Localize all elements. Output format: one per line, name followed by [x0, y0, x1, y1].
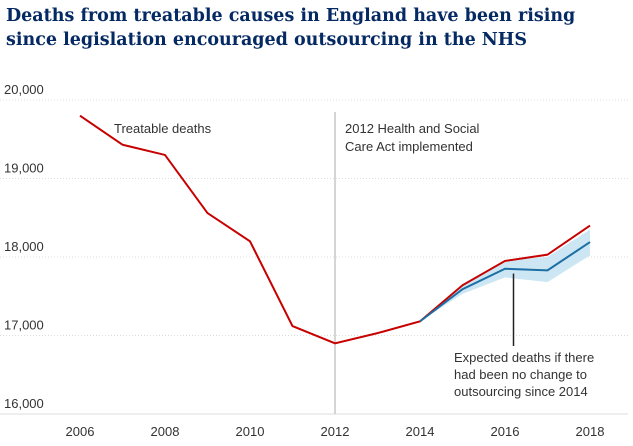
x-tick-label: 2018 [576, 424, 605, 439]
x-tick-label: 2012 [321, 424, 350, 439]
expected-label: outsourcing since 2014 [454, 384, 588, 399]
x-tick-label: 2008 [151, 424, 180, 439]
confidence-band-layer [420, 229, 590, 322]
act-label: Care Act implemented [345, 139, 473, 154]
x-tick-label: 2010 [236, 424, 265, 439]
y-axis-labels: 20,000 19,000 18,000 17,000 16,000 [4, 82, 44, 411]
y-tick-label: 16,000 [4, 396, 44, 411]
annotations: Treatable deaths 2012 Health and Social Ca… [114, 121, 594, 399]
treatable-label: Treatable deaths [114, 121, 212, 136]
expected-line [419, 241, 591, 323]
y-tick-label: 19,000 [4, 161, 44, 176]
treatable-line [79, 114, 591, 345]
y-tick-label: 20,000 [4, 82, 44, 97]
y-tick-label: 17,000 [4, 318, 44, 333]
expected-band [420, 229, 590, 322]
chart-title: Deaths from treatable causes in England … [6, 6, 576, 50]
gridlines [0, 99, 628, 415]
expected-label: Expected deaths if there [454, 350, 594, 365]
x-tick-label: 2006 [66, 424, 95, 439]
act-label: 2012 Health and Social [345, 121, 480, 136]
series-layer [79, 114, 591, 345]
x-tick-label: 2016 [491, 424, 520, 439]
expected-label: had been no change to [454, 367, 587, 382]
x-axis-labels: 2006 2008 2010 2012 2014 2016 2018 [66, 424, 605, 439]
y-tick-label: 18,000 [4, 239, 44, 254]
x-tick-label: 2014 [406, 424, 435, 439]
